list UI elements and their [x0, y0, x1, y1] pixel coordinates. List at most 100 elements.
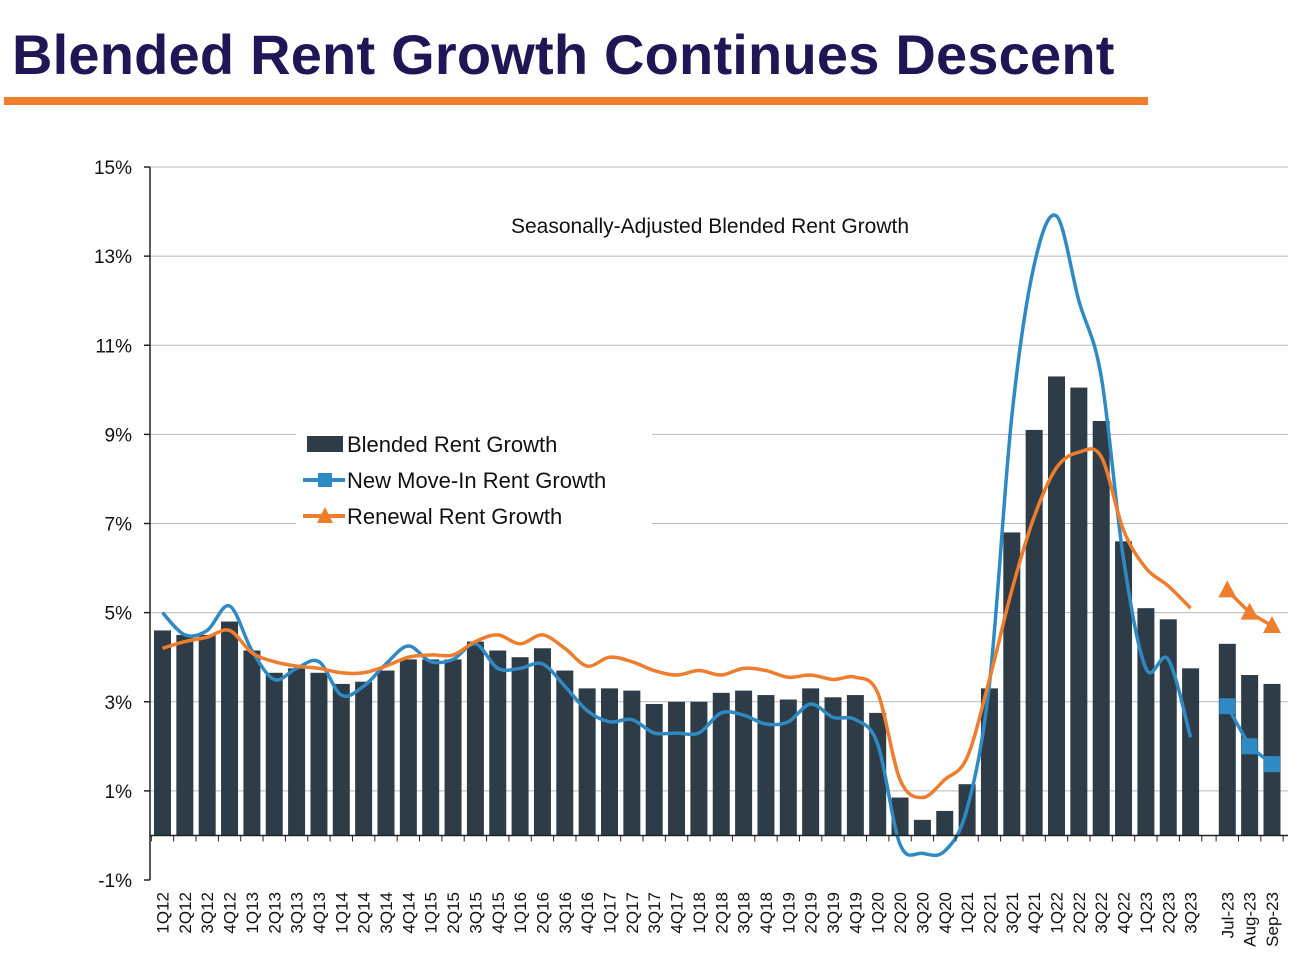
x-tick-label: 2Q23: [1159, 892, 1178, 934]
bar: [310, 672, 328, 836]
legend-background: [296, 425, 652, 527]
y-tick-label: 7%: [105, 515, 133, 536]
x-tick-label: 4Q20: [936, 892, 955, 934]
x-tick-label: 4Q22: [1115, 892, 1134, 934]
bar: [511, 657, 529, 836]
bar-series: [154, 376, 1281, 836]
bar: [176, 634, 194, 836]
bar: [1070, 387, 1088, 836]
bar: [221, 621, 239, 836]
x-tick-label: 1Q17: [601, 892, 620, 934]
bar: [422, 659, 440, 836]
bar: [332, 683, 350, 836]
new-move-in-marker: [1219, 698, 1236, 715]
x-tick-label: 1Q23: [1137, 892, 1156, 934]
x-tick-label: 4Q15: [489, 892, 508, 934]
bar: [913, 819, 931, 836]
bar: [243, 650, 261, 836]
x-tick-label: 4Q17: [668, 892, 687, 934]
bar: [936, 810, 954, 836]
x-tick-label: Aug-23: [1241, 892, 1260, 947]
x-tick-label: 1Q15: [422, 892, 441, 934]
bar: [489, 650, 507, 836]
legend-swatch-blended: [307, 436, 343, 452]
axes: -1%1%3%5%7%9%11%13%15%1Q12 2Q12 3Q12 4Q12 1Q…: [94, 158, 1288, 947]
x-tick-label: 2Q20: [891, 892, 910, 934]
legend-marker-new-move-in: [318, 473, 332, 487]
x-tick-label: 2Q19: [802, 892, 821, 934]
bar: [712, 692, 730, 836]
x-tick-label: 1Q20: [869, 892, 888, 934]
bar: [1218, 643, 1236, 836]
x-tick-label: 2Q15: [444, 892, 463, 934]
bar: [265, 672, 283, 836]
x-tick-label: 3Q23: [1182, 892, 1201, 934]
bar: [377, 670, 395, 836]
bar: [824, 697, 842, 836]
bar: [690, 701, 708, 836]
x-tick-label: 1Q21: [958, 892, 977, 934]
x-tick-label: 3Q12: [198, 892, 217, 934]
y-tick-label: 9%: [105, 425, 133, 446]
x-tick-label: Sep-23: [1263, 892, 1282, 947]
new-move-in-line: [161, 213, 1193, 858]
x-tick-label: 1Q18: [690, 892, 709, 934]
renewal-line: [161, 447, 1192, 800]
bar: [556, 670, 574, 836]
chart-annotation: Seasonally-Adjusted Blended Rent Growth: [511, 215, 909, 238]
x-tick-label: 3Q18: [735, 892, 754, 934]
x-tick-label: Jul-23: [1218, 892, 1237, 938]
x-tick-label: 2Q18: [712, 892, 731, 934]
x-tick-label: 4Q13: [310, 892, 329, 934]
x-tick-label: 4Q16: [578, 892, 597, 934]
x-tick-label: 3Q13: [288, 892, 307, 934]
title-underline: [4, 97, 1148, 105]
bar: [154, 630, 171, 836]
x-tick-label: 3Q14: [377, 892, 396, 934]
x-tick-label: 1Q13: [243, 892, 262, 934]
x-tick-label: 2Q14: [355, 892, 374, 934]
y-tick-label: 11%: [95, 336, 132, 357]
x-tick-label: 4Q21: [1025, 892, 1044, 934]
y-tick-label: 5%: [105, 604, 133, 625]
bar: [444, 659, 462, 836]
bar: [601, 688, 618, 836]
bar: [198, 634, 216, 836]
bar: [1159, 619, 1177, 836]
legend-marker-renewal: [317, 507, 333, 523]
bar: [757, 695, 775, 836]
bar: [1048, 376, 1065, 836]
bar: [846, 695, 864, 836]
bar: [668, 701, 686, 836]
bar: [288, 668, 306, 836]
x-tick-label: 2Q21: [980, 892, 999, 934]
x-tick-label: 3Q16: [556, 892, 575, 934]
bar: [355, 681, 373, 836]
y-tick-label: 1%: [105, 782, 133, 803]
bar: [869, 712, 887, 836]
x-tick-label: 1Q22: [1048, 892, 1067, 934]
x-tick-label: 3Q20: [913, 892, 932, 934]
x-tick-label: 2Q13: [265, 892, 284, 934]
bar: [1092, 421, 1110, 836]
x-tick-label: 1Q14: [332, 892, 351, 934]
y-tick-label: 3%: [105, 693, 133, 714]
bar: [1025, 429, 1043, 836]
x-tick-label: 4Q12: [221, 892, 240, 934]
bar: [1003, 532, 1021, 836]
bar: [779, 699, 797, 836]
bar: [533, 648, 551, 836]
x-tick-label: 3Q22: [1092, 892, 1111, 934]
renewal-marker: [1240, 602, 1259, 620]
bar: [1137, 608, 1155, 836]
x-tick-label: 3Q21: [1003, 892, 1022, 934]
legend-label: Blended Rent Growth: [347, 432, 557, 457]
new-move-in-marker: [1241, 738, 1258, 755]
y-tick-label: 15%: [94, 158, 132, 179]
y-tick-label: 13%: [94, 247, 132, 268]
x-tick-label: 4Q14: [399, 892, 418, 934]
renewal-marker: [1263, 615, 1281, 633]
x-tick-label: 1Q16: [511, 892, 530, 934]
x-tick-label: 2Q12: [176, 892, 195, 934]
